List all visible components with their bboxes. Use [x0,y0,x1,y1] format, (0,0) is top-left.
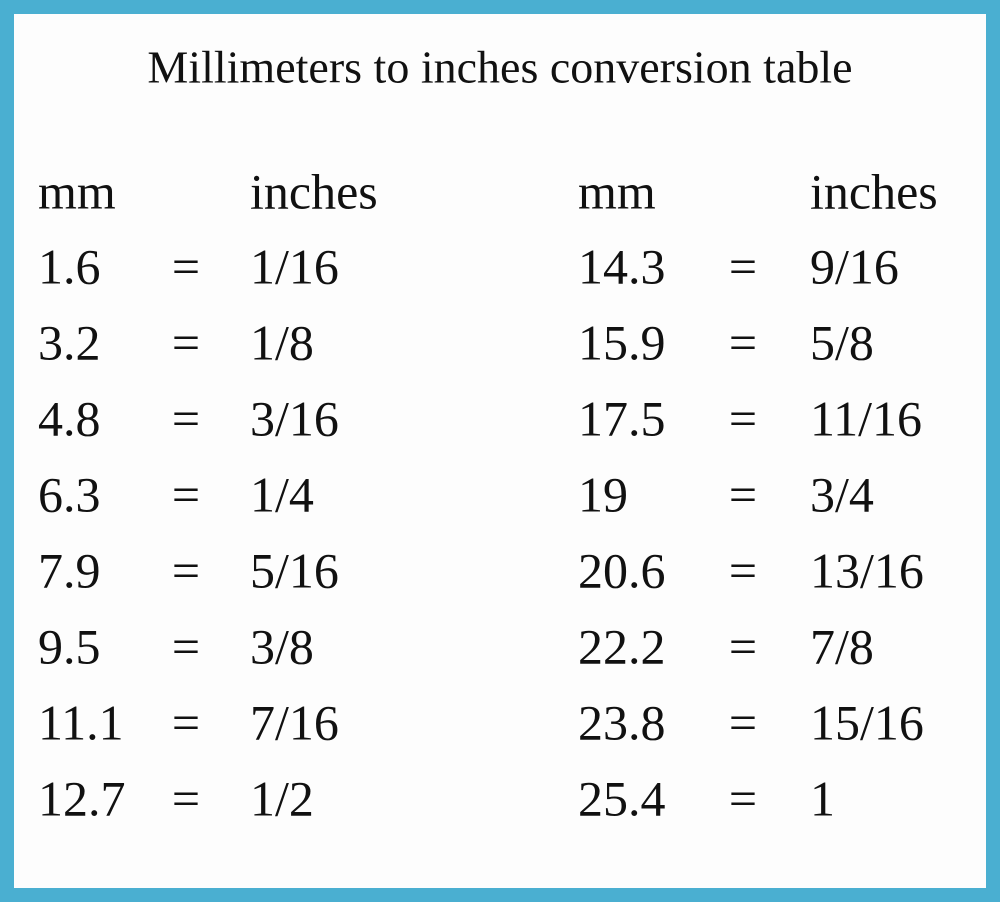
equals-sign: = [172,314,200,370]
inch-value: 3/16 [250,390,339,446]
mm-value: 17.5 [578,390,666,446]
inch-value: 5/16 [250,542,339,598]
equals-sign: = [172,466,200,522]
inch-value: 1/4 [250,466,314,522]
inch-value: 11/16 [810,390,922,446]
mm-value: 20.6 [578,542,666,598]
inch-value: 7/8 [810,618,874,674]
equals-sign: = [172,694,200,750]
column-header: mm [578,163,656,219]
equals-sign: = [172,390,200,446]
mm-value: 11.1 [38,694,124,750]
mm-value: 25.4 [578,770,666,826]
equals-sign: = [172,238,200,294]
equals-sign: = [729,238,757,294]
mm-value: 19 [578,466,628,522]
inch-value: 1/16 [250,238,339,294]
equals-sign: = [172,618,200,674]
mm-value: 3.2 [38,314,101,370]
equals-sign: = [172,542,200,598]
equals-sign: = [729,466,757,522]
equals-sign: = [729,694,757,750]
mm-value: 15.9 [578,314,666,370]
inch-value: 3/8 [250,618,314,674]
inch-value: 13/16 [810,542,924,598]
inch-value: 3/4 [810,466,874,522]
mm-value: 1.6 [38,238,101,294]
inch-value: 9/16 [810,238,899,294]
inch-value: 1 [810,770,835,826]
equals-sign: = [172,770,200,826]
title: Millimeters to inches conversion table [147,42,852,93]
mm-value: 12.7 [38,770,126,826]
equals-sign: = [729,542,757,598]
column-header: inches [810,163,938,219]
mm-value: 7.9 [38,542,101,598]
mm-value: 4.8 [38,390,101,446]
equals-sign: = [729,314,757,370]
column-header: inches [250,163,378,219]
mm-value: 22.2 [578,618,666,674]
column-header: mm [38,163,116,219]
mm-value: 9.5 [38,618,101,674]
equals-sign: = [729,390,757,446]
mm-value: 23.8 [578,694,666,750]
inch-value: 5/8 [810,314,874,370]
mm-value: 6.3 [38,466,101,522]
mm-value: 14.3 [578,238,666,294]
card-background [14,14,986,888]
inch-value: 7/16 [250,694,339,750]
equals-sign: = [729,770,757,826]
inch-value: 15/16 [810,694,924,750]
inch-value: 1/8 [250,314,314,370]
equals-sign: = [729,618,757,674]
inch-value: 1/2 [250,770,314,826]
